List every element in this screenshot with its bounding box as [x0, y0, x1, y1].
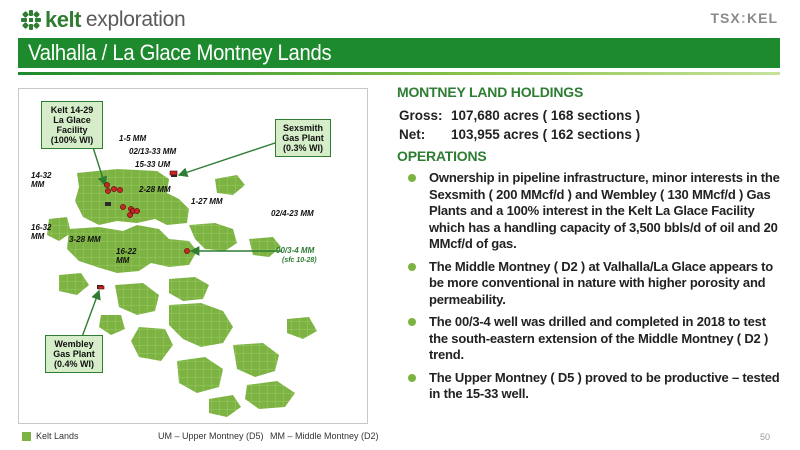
holdings-block: Gross: 107,680 acres ( 168 sections ) Ne…	[399, 106, 782, 144]
well-label-2-28: 2-28 MM	[139, 185, 171, 194]
kelt-logo: kelt exploration	[20, 6, 186, 34]
ticker-separator: :	[740, 10, 747, 27]
bullet-dot-icon	[408, 174, 416, 182]
bullet-text: The Middle Montney ( D2 ) at Valhalla/La…	[429, 258, 774, 307]
legend-kelt-lands: Kelt Lands	[36, 431, 79, 441]
legend-um: UM – Upper Montney (D5)	[158, 431, 264, 441]
facility-marker	[105, 202, 111, 206]
kelt-lands-swatch	[22, 432, 31, 441]
bullet-text: The 00/3-4 well was drilled and complete…	[429, 314, 769, 362]
title-underline	[18, 72, 780, 75]
ticker-exchange: TSX	[710, 10, 741, 26]
well-markers	[97, 170, 190, 290]
facility-callout: Kelt 14-29 La Glace Facility (100% WI)	[41, 101, 103, 149]
operations-list: Ownership in pipeline infrastructure, mi…	[397, 170, 782, 403]
net-row: Net: 103,955 acres ( 162 sections )	[399, 125, 782, 144]
well-label-00-3-4-note: (sfc 10-28)	[282, 257, 317, 264]
gross-row: Gross: 107,680 acres ( 168 sections )	[399, 106, 782, 125]
bullet-item: The Upper Montney ( D5 ) proved to be pr…	[397, 370, 782, 403]
bullet-text: The Upper Montney ( D5 ) proved to be pr…	[429, 369, 780, 402]
well-label-3-28: 3-28 MM	[69, 235, 101, 244]
net-label: Net:	[399, 127, 426, 142]
well-label-14-32: 14-32 MM	[31, 171, 52, 189]
bullet-item: Ownership in pipeline infrastructure, mi…	[397, 170, 782, 253]
well-label-15-33: 15-33 UM	[135, 160, 171, 169]
well-label-02-4-23: 02/4-23 MM	[271, 209, 314, 218]
well-label-16-32: 16-32 MM	[31, 223, 52, 241]
legend-mm: MM – Middle Montney (D2)	[270, 431, 379, 441]
gross-label: Gross:	[399, 108, 443, 123]
logo-exploration-text: exploration	[85, 8, 186, 31]
well-label-1-27: 1-27 MM	[191, 197, 223, 206]
bullet-item: The Middle Montney ( D2 ) at Valhalla/La…	[397, 259, 782, 309]
well-label-1-5: 1-5 MM	[119, 134, 147, 143]
gross-value: 107,680 acres ( 168 sections )	[451, 108, 641, 123]
wembley-callout: Wembley Gas Plant (0.4% WI)	[45, 335, 103, 373]
title-bar: Valhalla / La Glace Montney Lands	[18, 38, 780, 68]
ticker-symbol: KEL	[747, 10, 778, 26]
bullet-dot-icon	[408, 373, 416, 382]
kelt-lands	[47, 169, 317, 417]
sexsmith-callout: Sexsmith Gas Plant (0.3% WI)	[275, 119, 331, 157]
well-label-00-3-4: 00/3-4 MM	[276, 246, 315, 255]
content-column: MONTNEY LAND HOLDINGS Gross: 107,680 acr…	[397, 84, 782, 409]
net-value: 103,955 acres ( 162 sections )	[451, 127, 641, 142]
land-map-graphic	[47, 140, 317, 417]
kelt-logo-icon	[21, 10, 41, 30]
holdings-heading: MONTNEY LAND HOLDINGS	[397, 84, 584, 100]
logo-kelt-text: kelt	[45, 7, 81, 32]
bullet-item: The 00/3-4 well was drilled and complete…	[397, 314, 782, 364]
bullet-dot-icon	[408, 318, 416, 326]
bullet-text: Ownership in pipeline infrastructure, mi…	[429, 170, 780, 251]
page-number: 50	[760, 432, 771, 442]
well-label-16-22: 16-22 MM	[116, 247, 137, 265]
page-title: Valhalla / La Glace Montney Lands	[28, 40, 332, 65]
well-label-02-13-33: 02/13-33 MM	[129, 147, 177, 156]
land-map: Kelt 14-29 La Glace Facility (100% WI) S…	[18, 88, 368, 424]
operations-heading: OPERATIONS	[397, 148, 487, 164]
bullet-dot-icon	[408, 262, 416, 271]
tsx-ticker: TSX:KEL	[710, 10, 778, 28]
